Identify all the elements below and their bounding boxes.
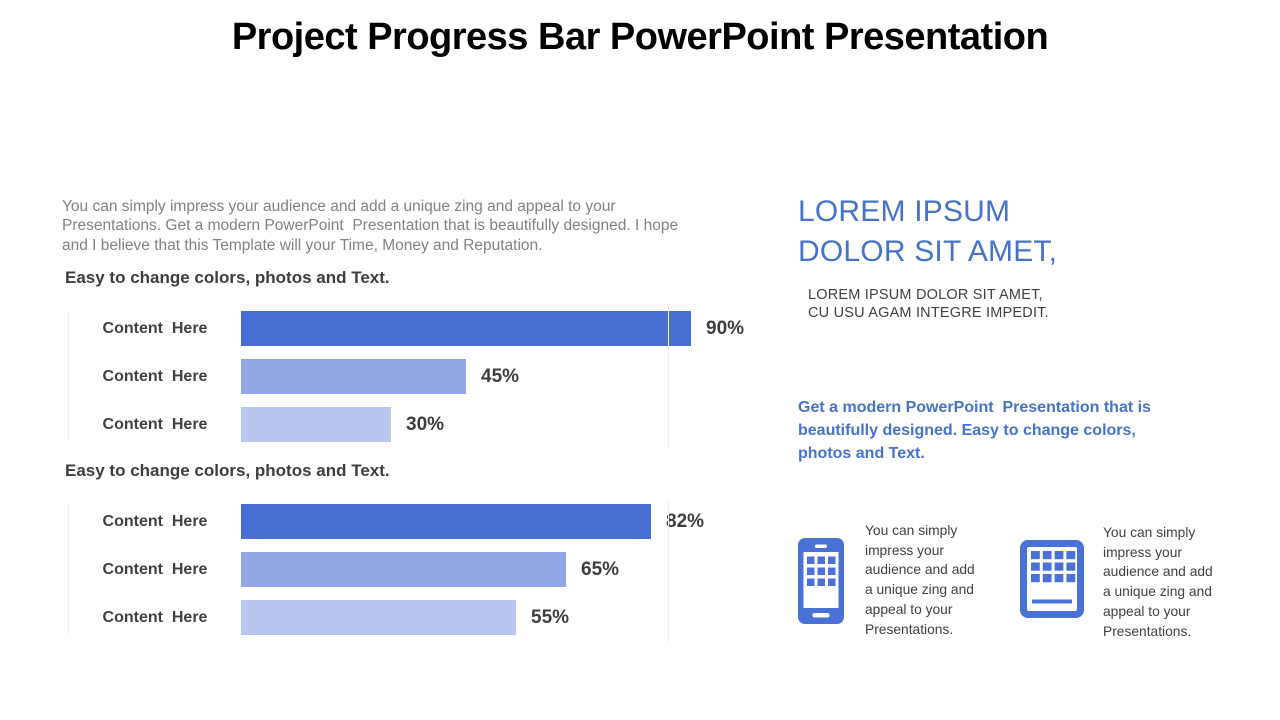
bar-row: Content Here 30% — [69, 407, 748, 442]
bar-value-label: 90% — [706, 317, 745, 339]
bar-track: 82% — [241, 504, 741, 539]
feature-tablet: You can simply impress your audience and… — [1020, 523, 1243, 641]
page-title: Project Progress Bar PowerPoint Presenta… — [231, 16, 1049, 58]
bar-label: Content Here — [102, 512, 208, 530]
bar-track: 30% — [241, 407, 741, 442]
bar-row: Content Here 65% — [69, 552, 748, 587]
bar-fill — [241, 600, 516, 635]
lorem-subheading: LOREM IPSUM DOLOR SIT AMET, CU USU AGAM … — [808, 287, 1049, 321]
bar-row: Content Here 45% — [69, 359, 748, 394]
bar-fill — [241, 311, 691, 346]
bar-fill — [241, 359, 466, 394]
bar-label: Content Here — [102, 367, 208, 385]
smartphone-icon — [798, 538, 844, 639]
feature-text: You can simply impress your audience and… — [1103, 525, 1213, 639]
bar-row: Content Here 82% — [69, 504, 748, 539]
bar-value-label: 65% — [581, 558, 620, 580]
bar-row: Content Here 55% — [69, 600, 748, 635]
bar-track: 65% — [241, 552, 741, 587]
blurb-text: Get a modern PowerPoint Presentation tha… — [798, 399, 1151, 462]
bar-chart-1: Content Here 90% Content Here 45% Conten… — [68, 307, 748, 450]
bar-chart-2: Content Here 82% Content Here 65% Conten… — [68, 500, 748, 643]
bar-fill — [241, 407, 391, 442]
bar-value-label: 82% — [666, 510, 705, 532]
feature-smartphone: You can simply impress your audience and… — [798, 521, 1005, 639]
bar-track: 55% — [241, 600, 741, 635]
bar-value-label: 30% — [406, 413, 445, 435]
lorem-heading: LOREM IPSUM DOLOR SIT AMET, — [798, 195, 1058, 268]
intro-paragraph: You can simply impress your audience and… — [62, 198, 679, 254]
bar-track: 45% — [241, 359, 741, 394]
bar-label: Content Here — [102, 608, 208, 626]
chart-2-heading: Easy to change colors, photos and Text. — [65, 461, 390, 480]
bar-value-label: 45% — [481, 365, 520, 387]
bar-label: Content Here — [102, 560, 208, 578]
feature-text: You can simply impress your audience and… — [865, 523, 975, 637]
bar-row: Content Here 90% — [69, 311, 748, 346]
tablet-icon — [1020, 540, 1084, 641]
bar-fill — [241, 552, 566, 587]
chart-1-heading: Easy to change colors, photos and Text. — [65, 268, 390, 287]
bar-label: Content Here — [102, 319, 208, 337]
bar-fill — [241, 504, 651, 539]
bar-label: Content Here — [102, 415, 208, 433]
bar-value-label: 55% — [531, 606, 570, 628]
bar-track: 90% — [241, 311, 745, 346]
